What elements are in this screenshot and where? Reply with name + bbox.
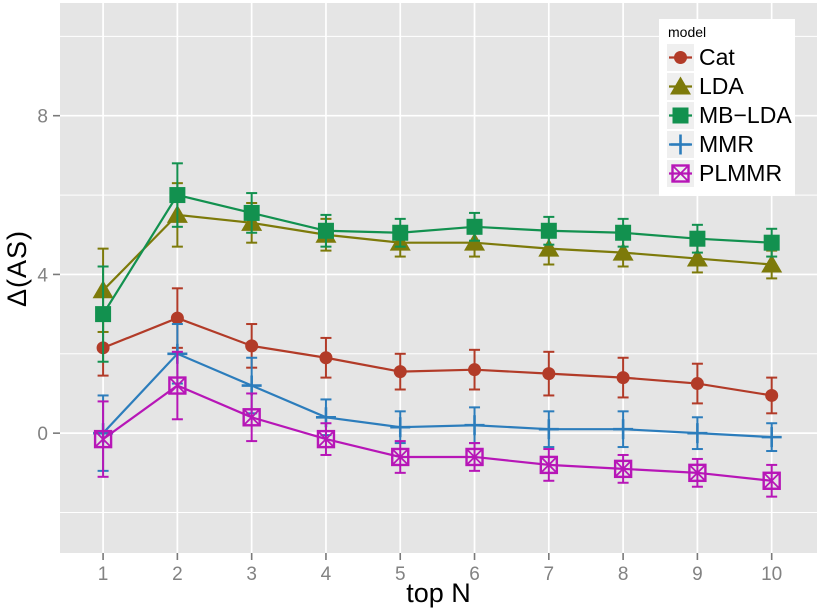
legend: model Cat LDA MB−LDA MMR PLMMR	[659, 19, 795, 196]
series-plmmr	[93, 350, 781, 498]
triangle-marker-icon	[686, 248, 708, 267]
circle-marker-icon	[170, 311, 184, 325]
cat-legend-key	[667, 44, 694, 71]
square-x-marker-icon	[762, 471, 781, 490]
square-marker-icon	[95, 306, 112, 323]
square-marker-icon	[689, 230, 706, 247]
legend-item-mb-lda: MB−LDA	[667, 101, 792, 130]
circle-marker-icon	[765, 388, 779, 402]
circle-marker-icon	[319, 351, 333, 365]
x-tick-label: 4	[321, 564, 332, 585]
square-x-marker-icon	[614, 460, 632, 478]
square-x-marker-icon	[671, 164, 690, 183]
square-x-marker-icon	[465, 447, 484, 467]
series-line	[102, 316, 772, 397]
legend-item-lda: LDA	[667, 72, 789, 101]
circle-marker-icon	[393, 365, 407, 379]
y-axis-title: Δ(AS)	[2, 230, 32, 308]
square-x-marker-icon	[540, 456, 558, 474]
square-x-marker-icon	[317, 430, 335, 448]
series-line	[102, 384, 772, 482]
square-x-marker-icon	[242, 408, 261, 427]
x-axis-title: top N	[406, 578, 471, 608]
mb-lda-legend-marker-icon	[669, 107, 692, 124]
circle-marker-icon	[468, 363, 482, 377]
x-tick-label: 5	[395, 564, 406, 585]
circle-marker-icon	[690, 377, 704, 391]
legend-item-label: MB−LDA	[699, 102, 792, 128]
square-marker-icon	[317, 222, 334, 239]
square-x-marker-icon	[93, 429, 113, 449]
legend-item-label: LDA	[699, 73, 744, 99]
circle-marker-icon	[674, 51, 687, 64]
legend-item-cat: Cat	[667, 43, 789, 72]
y-tick-label: 8	[37, 107, 48, 128]
series-line	[102, 193, 772, 315]
legend-item-mmr: MMR	[667, 130, 789, 159]
mmr-legend-key	[667, 131, 694, 158]
legend-item-plmmr: PLMMR	[667, 159, 789, 188]
triangle-marker-icon	[612, 242, 634, 261]
square-x-marker-icon	[763, 472, 781, 490]
series-line	[102, 352, 772, 439]
triangle-marker-icon	[538, 238, 560, 257]
lda-legend-marker-icon	[669, 76, 692, 95]
square-x-marker-icon	[168, 376, 187, 395]
square-x-marker-icon	[243, 408, 261, 426]
square-x-marker-icon	[94, 430, 112, 448]
square-marker-icon	[615, 224, 632, 241]
square-marker-icon	[540, 222, 557, 239]
x-tick-label: 2	[172, 564, 183, 585]
legend-items: Cat LDA MB−LDA MMR PLMMR	[667, 43, 792, 188]
series-line	[102, 213, 772, 292]
series-mb-lda	[95, 162, 780, 363]
square-x-marker-icon	[671, 164, 690, 183]
square-x-marker-icon	[316, 429, 336, 449]
square-marker-icon	[243, 204, 260, 221]
square-x-marker-icon	[168, 376, 187, 395]
x-tick-label: 1	[98, 564, 109, 585]
legend-item-label: PLMMR	[699, 160, 783, 186]
mmr-legend-marker-icon	[669, 134, 692, 155]
triangle-marker-icon	[670, 76, 691, 95]
square-x-marker-icon	[391, 447, 410, 467]
circle-marker-icon	[616, 371, 630, 385]
axis-ticks: 1 2 3 4 5 6 7 8 9 10 0 4 8	[37, 107, 782, 585]
square-marker-icon	[392, 224, 409, 241]
y-tick-label: 4	[37, 265, 48, 286]
cat-legend-marker-icon	[669, 51, 692, 64]
legend-item-label: Cat	[699, 44, 735, 70]
x-tick-label: 6	[469, 564, 480, 585]
gridlines	[60, 3, 817, 553]
square-x-marker-icon	[688, 463, 707, 483]
square-marker-icon	[466, 218, 483, 235]
legend-title: model	[668, 24, 707, 40]
plmmr-legend-marker-icon	[669, 164, 692, 183]
square-x-marker-icon	[539, 455, 559, 475]
square-marker-icon	[169, 187, 186, 204]
x-tick-label: 8	[618, 564, 629, 585]
x-tick-label: 9	[692, 564, 703, 585]
triangle-marker-icon	[761, 254, 783, 273]
square-x-marker-icon	[465, 448, 484, 466]
x-tick-label: 3	[246, 564, 257, 585]
square-marker-icon	[763, 234, 780, 251]
square-x-marker-icon	[613, 459, 633, 479]
y-tick-label: 0	[37, 424, 48, 445]
circle-marker-icon	[542, 367, 556, 381]
x-tick-label: 10	[761, 564, 782, 585]
plmmr-legend-key	[667, 160, 694, 187]
lda-legend-key	[667, 73, 694, 100]
x-tick-label: 7	[544, 564, 555, 585]
mb-lda-legend-key	[667, 102, 694, 129]
square-x-marker-icon	[391, 448, 409, 466]
square-x-marker-icon	[688, 464, 707, 482]
circle-marker-icon	[245, 339, 259, 353]
square-marker-icon	[672, 107, 689, 124]
legend-item-label: MMR	[699, 131, 754, 157]
